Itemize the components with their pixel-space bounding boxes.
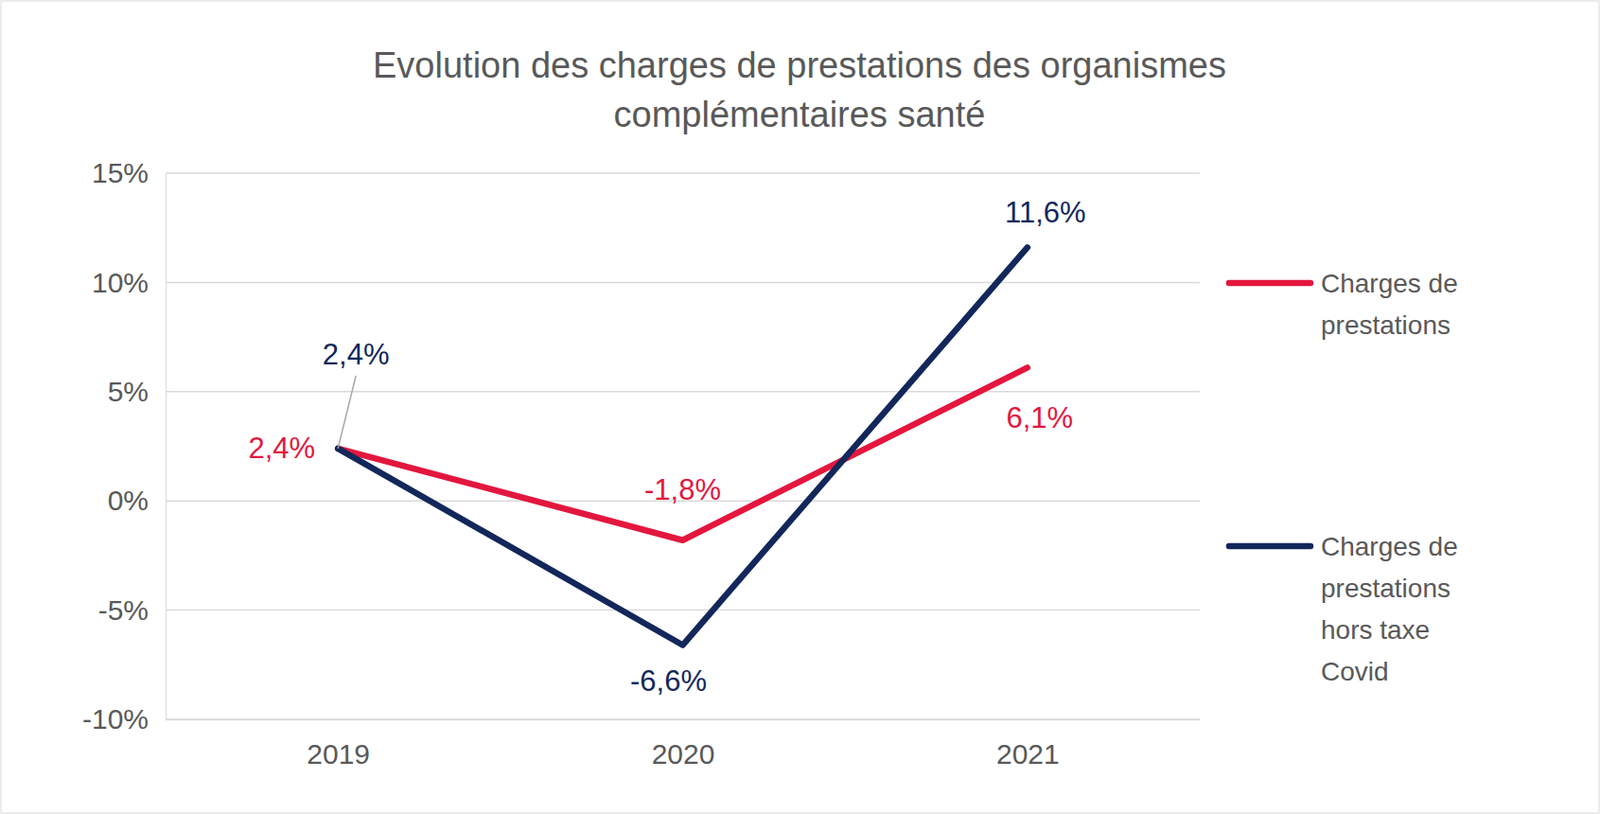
plot-area [337,246,1028,645]
y-tick-label: 5% [107,375,149,407]
grid-line [165,281,1200,284]
data-labels: 2,4% -1,8% 6,1% 2,4% -6,6% 11,6% [247,195,1086,698]
text-line: Evolution des charges de prestations des… [372,45,1227,86]
text-line: Charges de [1320,531,1459,562]
y-tick: 10% [91,266,166,299]
x-tick: 2019 [306,719,370,770]
data-label: -6,6% [630,664,707,698]
text-line: prestations [1320,573,1451,603]
legend-item: Charges de prestations [1229,268,1459,340]
leader-line [337,375,356,449]
x-tick-label: 2021 [996,738,1060,770]
grid-line [165,390,1200,393]
series-line [337,246,1028,645]
legend-label: Charges de prestations hors taxe Covid [1320,531,1459,686]
y-tick-label: -5% [98,594,149,626]
text-line: complémentaires santé [614,94,986,135]
text-line: Charges de [1320,268,1459,299]
y-axis-line [165,174,167,721]
grid-line [165,718,1200,721]
y-tick-label: -10% [82,703,149,735]
y-tick: 0% [107,484,166,516]
series-line [337,367,1028,540]
legend-label: Charges de prestations [1320,268,1459,340]
data-label: 2,4% [322,337,390,371]
y-axis: -10% -5% 0% 5% 10% 15% [82,157,167,735]
x-tick: 2020 [651,719,716,770]
data-label: 11,6% [1004,195,1087,229]
x-tick-label: 2020 [651,738,716,770]
legend-swatch [1229,280,1311,287]
y-tick: 5% [107,375,166,407]
legend-swatch [1229,543,1311,550]
x-tick-label: 2019 [306,738,370,770]
x-tick: 2021 [996,719,1060,770]
text-line: Covid [1320,656,1390,686]
y-tick-label: 0% [107,484,149,516]
chart: Evolution des charges de prestations des… [0,0,1600,814]
y-tick-label: 10% [91,266,149,299]
grid-line [165,609,1200,612]
title: Evolution des charges de prestations des… [372,45,1227,135]
legend: Charges de prestations Charges de prestatio… [1229,268,1459,686]
y-tick: -10% [82,703,166,735]
data-label: -1,8% [644,473,721,507]
grid [165,173,1200,720]
chart-frame [0,0,1600,813]
text-line: hors taxe [1320,615,1430,645]
y-tick-label: 15% [91,157,149,189]
data-label: 2,4% [247,431,316,465]
y-tick: 15% [91,157,166,189]
legend-item: Charges de prestations hors taxe Covid [1229,531,1459,686]
grid-line [165,172,1200,175]
data-label: 6,1% [1005,401,1073,435]
x-axis: 2019 2020 2021 [166,719,1201,770]
x-axis-line [166,719,1201,721]
text-line: prestations [1320,310,1451,340]
y-tick: -5% [98,594,166,626]
